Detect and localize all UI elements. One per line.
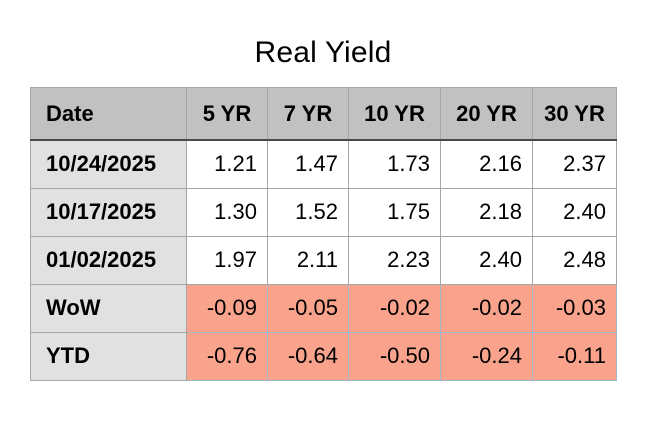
value-cell-negative: -0.05 — [267, 283, 349, 333]
table-row-wow: WoW -0.09 -0.05 -0.02 -0.02 -0.03 — [30, 283, 617, 333]
value-cell: 2.11 — [267, 235, 349, 285]
value-cell-negative: -0.09 — [186, 283, 268, 333]
row-label-cell: YTD — [30, 331, 187, 381]
header-cell-5yr: 5 YR — [186, 87, 268, 141]
table-row-year-start: 01/02/2025 1.97 2.11 2.23 2.40 2.48 — [30, 235, 617, 285]
header-cell-30yr: 30 YR — [532, 87, 617, 141]
table-row-ytd: YTD -0.76 -0.64 -0.50 -0.24 -0.11 — [30, 331, 617, 381]
value-cell-negative: -0.03 — [532, 283, 617, 333]
value-cell-negative: -0.02 — [348, 283, 441, 333]
header-cell-10yr: 10 YR — [348, 87, 441, 141]
value-cell: 2.37 — [532, 139, 617, 189]
table-row-latest: 10/24/2025 1.21 1.47 1.73 2.16 2.37 — [30, 139, 617, 189]
value-cell: 1.75 — [348, 187, 441, 237]
value-cell: 2.48 — [532, 235, 617, 285]
value-cell: 2.16 — [440, 139, 533, 189]
value-cell: 1.30 — [186, 187, 268, 237]
value-cell-negative: -0.50 — [348, 331, 441, 381]
value-cell-negative: -0.02 — [440, 283, 533, 333]
value-cell: 1.47 — [267, 139, 349, 189]
value-cell-negative: -0.11 — [532, 331, 617, 381]
row-label-cell: WoW — [30, 283, 187, 333]
table-row-prior-week: 10/17/2025 1.30 1.52 1.75 2.18 2.40 — [30, 187, 617, 237]
row-label-cell: 10/24/2025 — [30, 139, 187, 189]
table-header-row: Date 5 YR 7 YR 10 YR 20 YR 30 YR — [30, 87, 617, 141]
value-cell-negative: -0.24 — [440, 331, 533, 381]
value-cell: 1.21 — [186, 139, 268, 189]
value-cell: 2.40 — [532, 187, 617, 237]
value-cell: 2.18 — [440, 187, 533, 237]
value-cell-negative: -0.64 — [267, 331, 349, 381]
header-cell-20yr: 20 YR — [440, 87, 533, 141]
real-yield-table: Date 5 YR 7 YR 10 YR 20 YR 30 YR 10/24/2… — [30, 87, 617, 381]
value-cell: 2.23 — [348, 235, 441, 285]
value-cell: 2.40 — [440, 235, 533, 285]
header-cell-7yr: 7 YR — [267, 87, 349, 141]
value-cell-negative: -0.76 — [186, 331, 268, 381]
value-cell: 1.97 — [186, 235, 268, 285]
row-label-cell: 10/17/2025 — [30, 187, 187, 237]
header-cell-date: Date — [30, 87, 187, 141]
row-label-cell: 01/02/2025 — [30, 235, 187, 285]
value-cell: 1.73 — [348, 139, 441, 189]
value-cell: 1.52 — [267, 187, 349, 237]
chart-title: Real Yield — [254, 36, 392, 69]
